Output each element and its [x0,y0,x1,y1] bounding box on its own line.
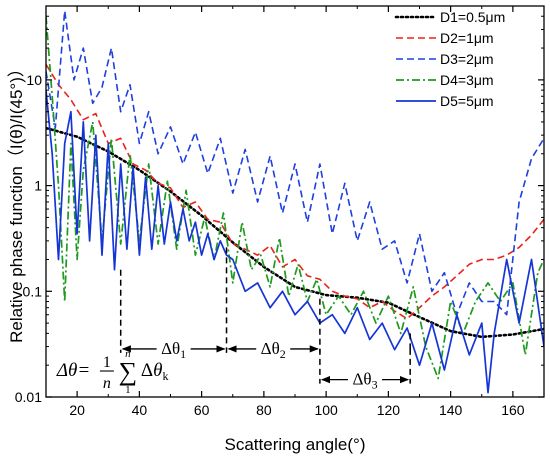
span-label: Δθ2 [261,339,286,361]
x-axis-label: Scattering angle(°) [225,435,366,454]
formula-denominator: n [103,375,111,392]
series-layer [46,10,544,394]
x-tick-label: 160 [501,402,525,418]
x-tick-label: 40 [132,402,148,418]
y-tick-label: 10 [26,72,42,88]
span-label: Δθ1 [161,339,186,361]
legend-label: D3=2μm [440,51,494,67]
x-tick-label: 60 [194,402,210,418]
axes-layer: 20 40 60 80 100 120 140 160 0.01 0.1 1 10 [15,5,545,418]
legend-label: D1=0.5μm [440,9,505,25]
x-tick-label: 140 [439,402,463,418]
span-label: Δθ3 [352,370,377,392]
x-tick-label: 120 [377,402,401,418]
legend-label: D2=1μm [440,30,494,46]
y-axis-label: Relative phase function（I(θ)/I(45°)） [7,60,26,343]
formula-rhs: Δθk [141,360,169,383]
formula-lhs: Δθ= [56,360,90,381]
x-tick-label: 80 [256,402,272,418]
formula-sum-bottom: 1 [125,384,131,396]
formula-sum-top: n [125,348,131,360]
y-tick-label: 0.01 [15,389,42,405]
formula-sigma: ∑ [119,357,138,386]
legend: D1=0.5μm D2=1μm D3=2μm D4=3μm D5=5μm [394,9,505,109]
series-line-3 [46,10,544,316]
legend-label: D4=3μm [440,72,494,88]
y-tick-label: 0.1 [23,283,43,299]
series-line-5 [46,90,544,394]
y-tick-label: 1 [34,178,42,194]
legend-label: D5=5μm [440,93,494,109]
series-line-2 [46,63,544,320]
formula-numerator: 1 [103,354,111,371]
x-tick-label: 20 [69,402,85,418]
x-tick-label: 100 [314,402,338,418]
